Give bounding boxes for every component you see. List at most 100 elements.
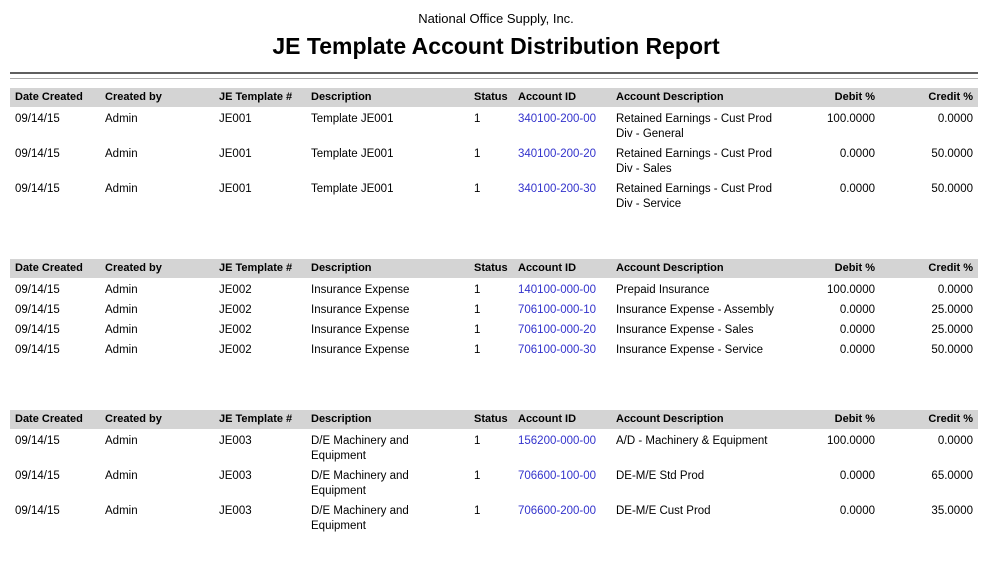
table-row: 09/14/15 Admin JE003 D/E Machinery and E… [10, 464, 978, 499]
cell-description: D/E Machinery and Equipment [311, 470, 409, 497]
report-section-je001: Date Created Created by JE Template # De… [10, 88, 978, 212]
cell-date-created: 09/14/15 [15, 344, 60, 356]
cell-account-id: 140100-000-00 [513, 278, 611, 298]
table-row: 09/14/15 Admin JE002 Insurance Expense 1… [10, 318, 978, 338]
cell-account-id: 156200-000-00 [513, 429, 611, 464]
table-row: 09/14/15 Admin JE001 Template JE001 1 34… [10, 142, 978, 177]
table-header-row: Date Created Created by JE Template # De… [10, 259, 978, 278]
account-id-link[interactable]: 340100-200-00 [518, 113, 597, 125]
table-row: 09/14/15 Admin JE001 Template JE001 1 34… [10, 177, 978, 212]
cell-je-template: JE002 [219, 344, 252, 356]
cell-account-description: Insurance Expense - Service [616, 344, 764, 356]
cell-account-description: Retained Earnings - Cust Prod Div - Serv… [616, 183, 772, 210]
cell-date-created: 09/14/15 [15, 324, 60, 336]
cell-account-id: 340100-200-30 [513, 177, 611, 212]
cell-description: Insurance Expense [311, 344, 410, 356]
col-header-status: Status [474, 413, 508, 425]
cell-status: 1 [474, 284, 481, 296]
cell-debit-pct: 0.0000 [839, 470, 875, 482]
cell-credit-pct: 65.0000 [931, 470, 973, 482]
account-id-link[interactable]: 706100-000-30 [518, 344, 597, 356]
cell-status: 1 [474, 183, 481, 195]
cell-description: Template JE001 [311, 148, 394, 160]
cell-debit-pct: 0.0000 [839, 505, 875, 517]
cell-je-template: JE003 [219, 435, 252, 447]
table-row: 09/14/15 Admin JE002 Insurance Expense 1… [10, 278, 978, 298]
cell-je-template: JE002 [219, 324, 252, 336]
cell-credit-pct: 50.0000 [931, 148, 973, 160]
col-header-description: Description [311, 413, 372, 425]
col-header-created-by: Created by [105, 413, 162, 425]
cell-je-template: JE002 [219, 284, 252, 296]
cell-debit-pct: 100.0000 [827, 284, 875, 296]
cell-date-created: 09/14/15 [15, 148, 60, 160]
cell-debit-pct: 0.0000 [839, 148, 875, 160]
cell-account-id: 340100-200-20 [513, 142, 611, 177]
cell-credit-pct: 25.0000 [931, 304, 973, 316]
cell-date-created: 09/14/15 [15, 505, 60, 517]
cell-description: Template JE001 [311, 113, 394, 125]
account-id-link[interactable]: 340100-200-30 [518, 183, 597, 195]
col-header-account-description: Account Description [616, 91, 724, 103]
account-id-link[interactable]: 140100-000-00 [518, 284, 597, 296]
cell-status: 1 [474, 113, 481, 125]
company-name: National Office Supply, Inc. [418, 11, 574, 26]
cell-account-id: 706600-200-00 [513, 499, 611, 534]
col-header-debit-pct: Debit % [834, 91, 875, 103]
account-id-link[interactable]: 706600-100-00 [518, 470, 597, 482]
col-header-debit-pct: Debit % [834, 413, 875, 425]
account-id-link[interactable]: 340100-200-20 [518, 148, 597, 160]
account-id-link[interactable]: 706600-200-00 [518, 505, 597, 517]
col-header-description: Description [311, 262, 372, 274]
table-row: 09/14/15 Admin JE002 Insurance Expense 1… [10, 298, 978, 318]
cell-created-by: Admin [105, 304, 138, 316]
report-section-je002: Date Created Created by JE Template # De… [10, 259, 978, 358]
account-id-link[interactable]: 156200-000-00 [518, 435, 597, 447]
cell-date-created: 09/14/15 [15, 284, 60, 296]
cell-debit-pct: 0.0000 [839, 344, 875, 356]
cell-date-created: 09/14/15 [15, 470, 60, 482]
cell-debit-pct: 0.0000 [839, 304, 875, 316]
title-divider [10, 72, 978, 79]
cell-status: 1 [474, 435, 481, 447]
cell-account-description: Prepaid Insurance [616, 284, 710, 296]
cell-created-by: Admin [105, 435, 138, 447]
col-header-description: Description [311, 91, 372, 103]
col-header-date-created: Date Created [15, 413, 83, 425]
cell-je-template: JE001 [219, 183, 252, 195]
report-title: JE Template Account Distribution Report [272, 33, 720, 59]
cell-created-by: Admin [105, 470, 138, 482]
cell-debit-pct: 0.0000 [839, 183, 875, 195]
cell-description: Insurance Expense [311, 324, 410, 336]
cell-created-by: Admin [105, 284, 138, 296]
table-row: 09/14/15 Admin JE003 D/E Machinery and E… [10, 499, 978, 534]
cell-account-description: A/D - Machinery & Equipment [616, 435, 768, 447]
table-row: 09/14/15 Admin JE003 D/E Machinery and E… [10, 429, 978, 464]
cell-description: D/E Machinery and Equipment [311, 505, 409, 532]
cell-created-by: Admin [105, 324, 138, 336]
cell-account-id: 340100-200-00 [513, 107, 611, 142]
cell-je-template: JE002 [219, 304, 252, 316]
col-header-account-description: Account Description [616, 262, 724, 274]
table-row: 09/14/15 Admin JE002 Insurance Expense 1… [10, 338, 978, 358]
col-header-je-template: JE Template # [219, 91, 293, 103]
table-header-row: Date Created Created by JE Template # De… [10, 410, 978, 429]
cell-created-by: Admin [105, 113, 138, 125]
cell-description: Template JE001 [311, 183, 394, 195]
cell-status: 1 [474, 304, 481, 316]
cell-credit-pct: 50.0000 [931, 183, 973, 195]
cell-status: 1 [474, 505, 481, 517]
account-id-link[interactable]: 706100-000-10 [518, 304, 597, 316]
cell-debit-pct: 100.0000 [827, 113, 875, 125]
cell-je-template: JE003 [219, 505, 252, 517]
table-row: 09/14/15 Admin JE001 Template JE001 1 34… [10, 107, 978, 142]
cell-account-id: 706600-100-00 [513, 464, 611, 499]
cell-date-created: 09/14/15 [15, 435, 60, 447]
col-header-date-created: Date Created [15, 262, 83, 274]
cell-status: 1 [474, 148, 481, 160]
account-id-link[interactable]: 706100-000-20 [518, 324, 597, 336]
cell-credit-pct: 0.0000 [937, 284, 973, 296]
cell-je-template: JE001 [219, 113, 252, 125]
col-header-account-id: Account ID [518, 262, 577, 274]
cell-description: D/E Machinery and Equipment [311, 435, 409, 462]
